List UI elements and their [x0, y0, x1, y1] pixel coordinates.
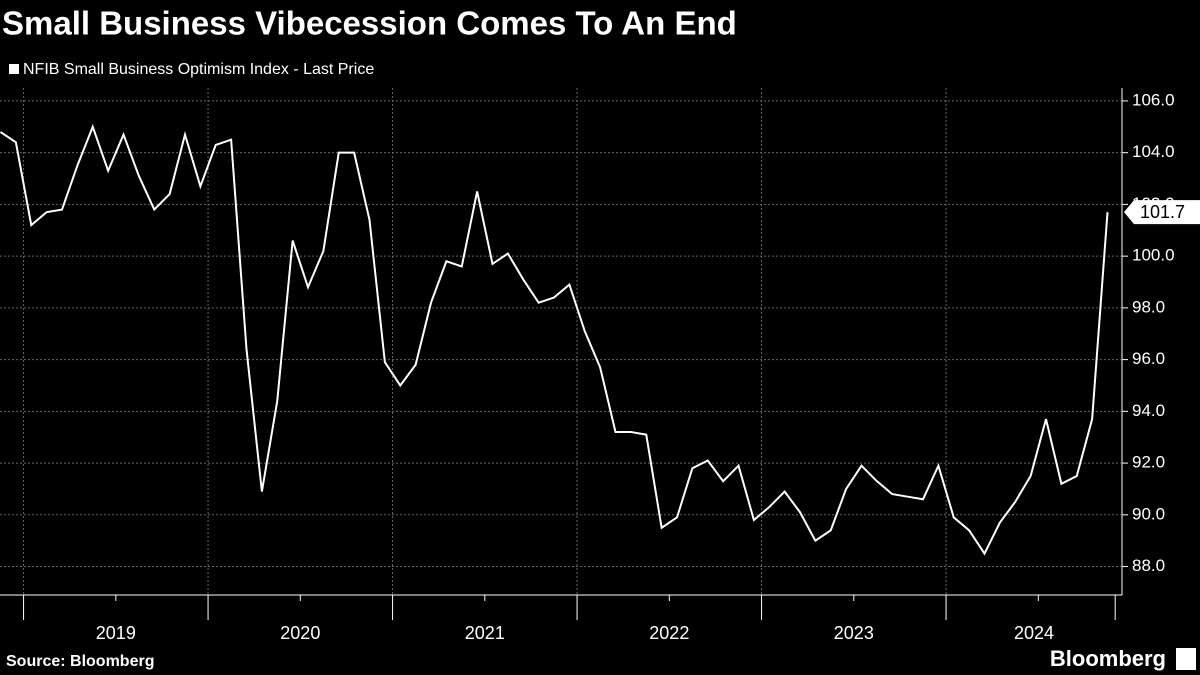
legend-swatch	[9, 64, 19, 74]
y-tick-label: 88.0	[1132, 556, 1165, 575]
y-tick-label: 94.0	[1132, 401, 1165, 420]
y-tick-label: 98.0	[1132, 297, 1165, 316]
last-value-box	[1124, 200, 1200, 225]
x-tick-label: 2021	[465, 623, 505, 643]
legend-label: NFIB Small Business Optimism Index - Las…	[23, 61, 374, 78]
y-tick-label: 96.0	[1132, 349, 1165, 368]
x-tick-label: 2019	[96, 623, 136, 643]
last-value-label: 101.7	[1140, 202, 1185, 222]
source: Source: Bloomberg	[6, 653, 154, 670]
y-tick-label: 106.0	[1132, 90, 1175, 109]
brand-icon	[1176, 648, 1196, 670]
y-tick-label: 92.0	[1132, 453, 1165, 472]
x-tick-label: 2023	[834, 623, 874, 643]
brand: Bloomberg	[1050, 646, 1166, 671]
chart-title: Small Business Vibecession Comes To An E…	[2, 5, 737, 42]
x-tick-label: 2020	[280, 623, 320, 643]
x-tick-label: 2024	[1014, 623, 1054, 643]
y-tick-label: 100.0	[1132, 246, 1175, 265]
x-tick-label: 2022	[649, 623, 689, 643]
y-tick-label: 90.0	[1132, 504, 1165, 523]
y-tick-label: 104.0	[1132, 142, 1175, 161]
line-series	[0, 123, 1109, 556]
